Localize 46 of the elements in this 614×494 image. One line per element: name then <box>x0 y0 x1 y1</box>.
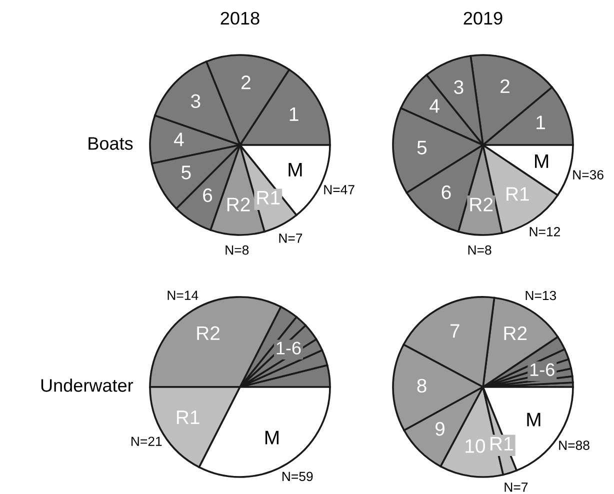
slice-label: M <box>265 430 278 444</box>
legend-label: 10 <box>466 439 486 453</box>
slice-label: 2 <box>500 79 510 93</box>
slice-label: 1-6 <box>530 363 554 376</box>
slice-label: 7 <box>450 324 460 338</box>
text: N=8 <box>468 245 492 255</box>
slice-label: R2 <box>197 326 220 340</box>
slice-label: 3 <box>190 94 200 108</box>
text: N=21 <box>132 436 162 446</box>
text: Underwater <box>41 378 134 392</box>
slice-label: R2 <box>227 198 250 212</box>
slice-label: 4 <box>430 99 440 113</box>
chart-title: 2018 <box>220 12 260 25</box>
slice-label: R1 <box>490 437 513 450</box>
text: N=36 <box>573 170 604 180</box>
slice-label: M <box>288 163 302 176</box>
text: N=7 <box>279 234 302 243</box>
text: N=88 <box>559 440 590 450</box>
slice-label: M <box>535 154 548 168</box>
chart-title: 2019 <box>464 12 502 25</box>
slice-label: R1 <box>506 187 529 201</box>
text: Boats <box>88 137 133 150</box>
slice-label: R1 <box>257 191 280 204</box>
slice-label: 6 <box>442 185 451 200</box>
slice-label: 2 <box>242 76 250 90</box>
text: N=14 <box>168 290 198 300</box>
slice-label: 9 <box>436 422 444 436</box>
text: N=59 <box>282 472 313 482</box>
text: N=13 <box>526 290 556 300</box>
slice-label: 3 <box>454 80 464 94</box>
slice-label: 8 <box>417 378 426 393</box>
slice-label: 1 <box>290 108 298 121</box>
text: N=7 <box>504 482 528 492</box>
slice-label: 6 <box>203 188 212 202</box>
text: N=47 <box>324 185 354 194</box>
slice-label: 4 <box>174 132 184 146</box>
slice-label: 1-6 <box>276 342 301 354</box>
slice-label: R2 <box>504 326 527 340</box>
slice-label: R2 <box>470 198 493 212</box>
slice-label: 5 <box>182 166 191 180</box>
slice-label: R1 <box>176 410 200 424</box>
slice-label: 5 <box>417 140 427 154</box>
slice-label: M <box>527 412 540 426</box>
text: N=12 <box>530 227 560 236</box>
slice-label: 1 <box>536 116 545 130</box>
text: N=8 <box>226 245 249 255</box>
